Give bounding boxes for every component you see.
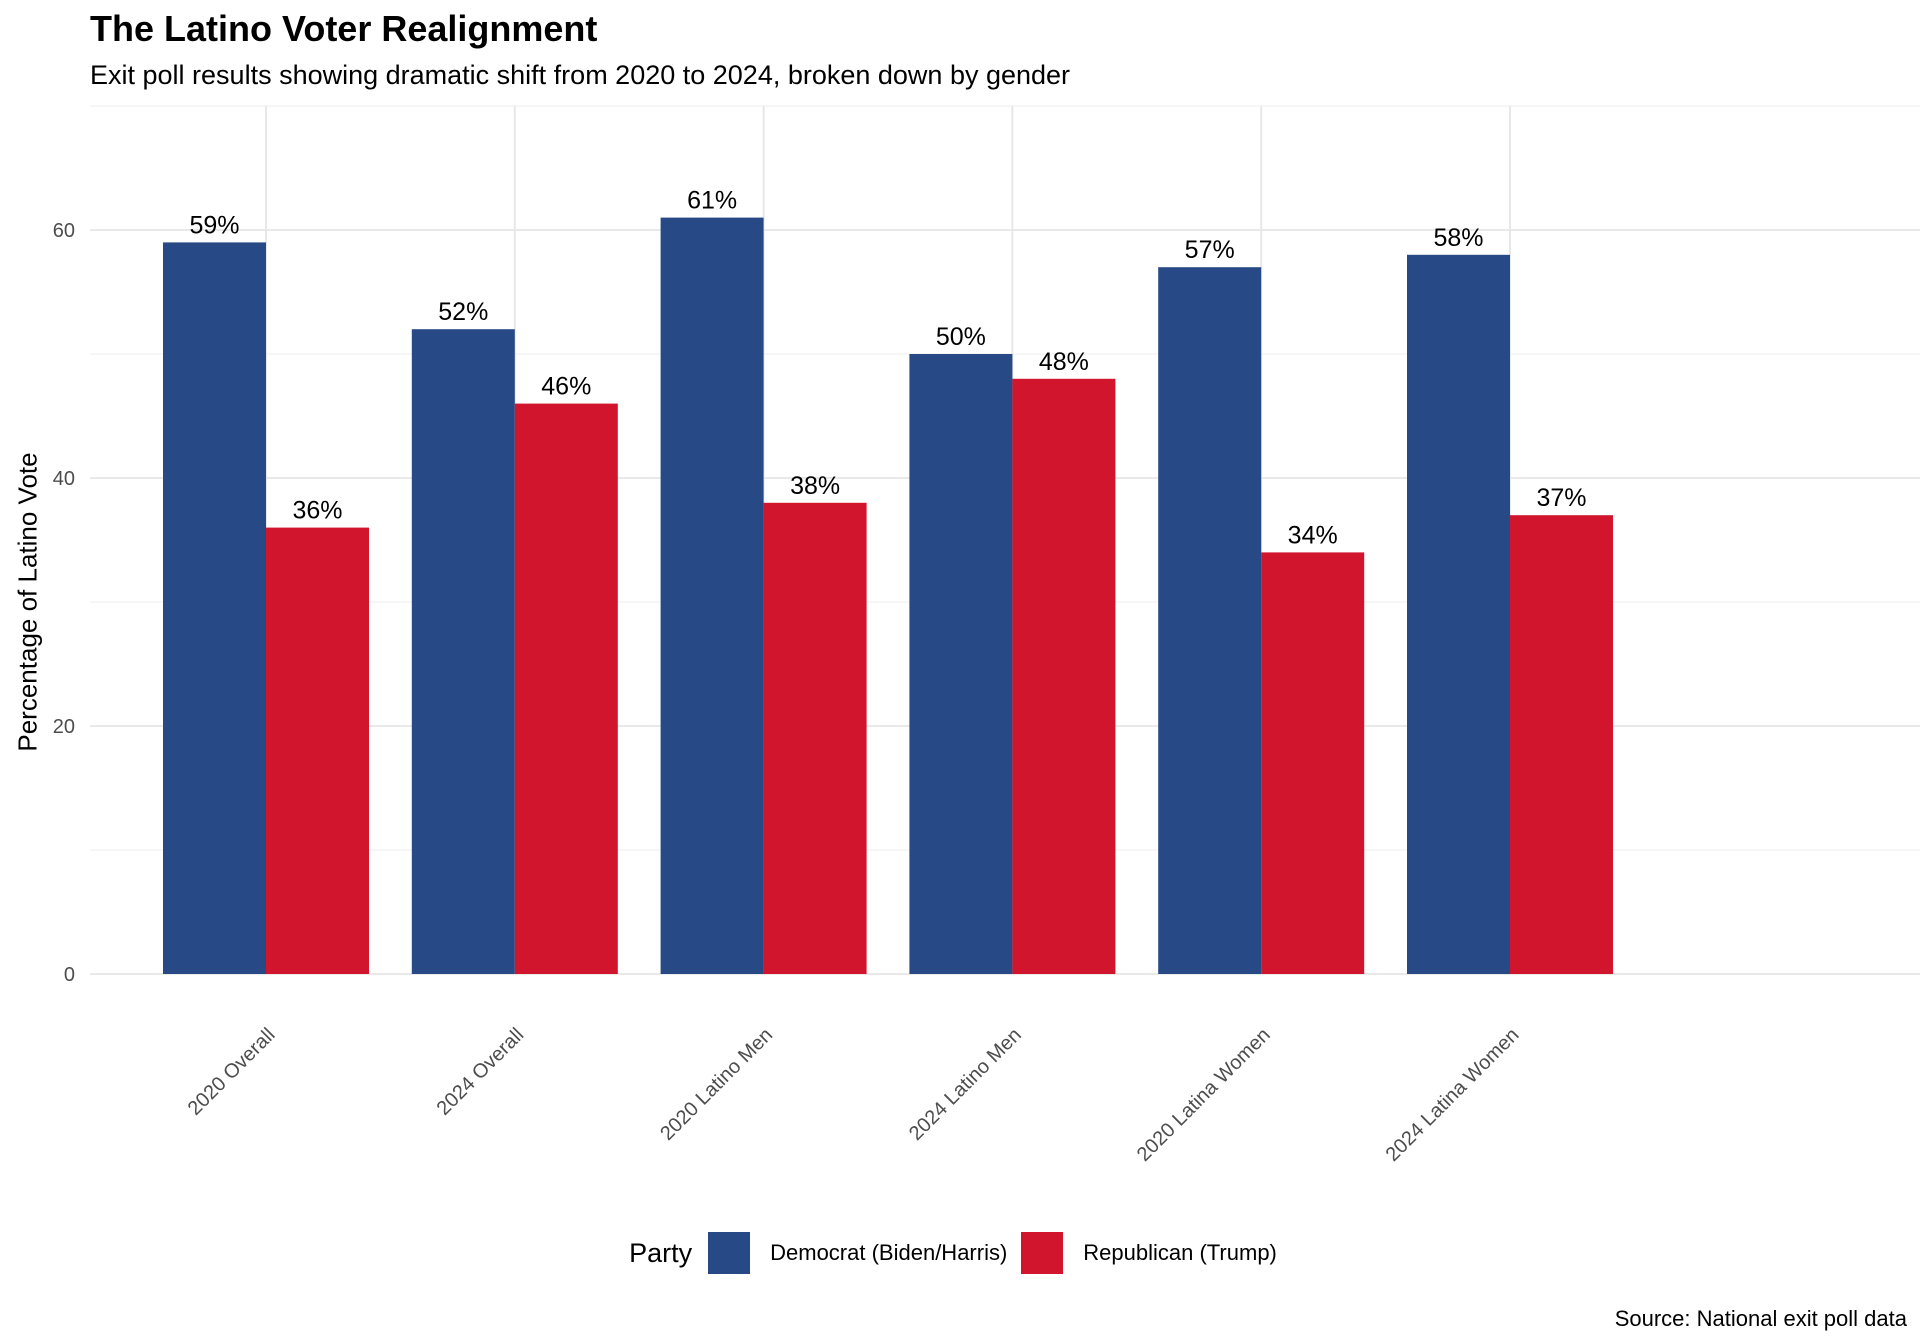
bar-value-label: 59% xyxy=(189,211,239,239)
y-axis-ticks: 0 20 40 60 xyxy=(53,220,75,986)
bar-value-label: 52% xyxy=(438,298,488,326)
x-tick-label: 2024 Latino Men xyxy=(905,1024,1026,1145)
bar-democrat xyxy=(1407,254,1510,975)
bar-value-label: 36% xyxy=(292,497,342,525)
bar-democrat xyxy=(660,217,764,975)
legend-label-republican: Republican (Trump) xyxy=(1083,1240,1277,1265)
x-tick-label: 2020 Overall xyxy=(184,1024,280,1120)
source-caption: Source: National exit poll data xyxy=(1614,1306,1907,1331)
bar-republican xyxy=(1012,378,1116,974)
chart-title: The Latino Voter Realignment xyxy=(90,8,598,49)
bar-value-label: 57% xyxy=(1185,236,1235,264)
bar-democrat xyxy=(909,354,1013,974)
bar-democrat xyxy=(1158,267,1262,974)
y-tick-label: 60 xyxy=(53,220,75,242)
bar-value-label: 37% xyxy=(1536,484,1586,512)
legend-item-democrat: Democrat (Biden/Harris) xyxy=(708,1232,1007,1274)
legend-label-democrat: Democrat (Biden/Harris) xyxy=(770,1240,1008,1265)
bars xyxy=(163,217,1613,975)
legend-swatch-democrat xyxy=(708,1232,751,1274)
bar-democrat xyxy=(411,329,515,974)
x-tick-label: 2024 Overall xyxy=(433,1024,529,1120)
x-tick-label: 2020 Latina Women xyxy=(1133,1024,1275,1166)
bar-democrat xyxy=(163,242,266,974)
x-tick-label: 2020 Latino Men xyxy=(656,1024,777,1145)
bar-republican xyxy=(1510,515,1613,974)
bar-value-label: 46% xyxy=(541,373,591,401)
legend-title: Party xyxy=(629,1237,693,1268)
y-tick-label: 40 xyxy=(53,468,75,490)
legend: Party Democrat (Biden/Harris) Republican… xyxy=(0,1232,1920,1274)
y-tick-label: 0 xyxy=(64,964,75,986)
legend-swatch-republican xyxy=(1021,1232,1064,1274)
x-tick-label: 2024 Latina Women xyxy=(1382,1024,1524,1166)
bar-value-label: 58% xyxy=(1433,224,1483,252)
bar-value-label: 61% xyxy=(687,187,737,215)
value-labels: 59% 52% 61% 50% 57% 58% 36% 46% 38% 48% 34% 37% xyxy=(189,187,1586,550)
bar-value-label: 48% xyxy=(1039,348,1089,376)
legend-item-republican: Republican (Trump) xyxy=(1021,1232,1277,1274)
x-axis-ticks: 2020 Overall 2024 Overall 2020 Latino Men 2… xyxy=(184,1024,1524,1166)
bar-value-label: 34% xyxy=(1288,521,1338,549)
bar-value-label: 38% xyxy=(790,472,840,500)
bar-republican xyxy=(266,527,369,974)
y-tick-label: 20 xyxy=(53,716,75,738)
y-axis-title: Percentage of Latino Vote xyxy=(12,452,43,752)
bar-republican xyxy=(514,403,618,975)
bar-republican xyxy=(763,502,867,974)
bar-value-label: 50% xyxy=(936,323,986,351)
bar-republican xyxy=(1261,552,1365,974)
chart-subtitle: Exit poll results showing dramatic shift… xyxy=(90,60,1071,90)
